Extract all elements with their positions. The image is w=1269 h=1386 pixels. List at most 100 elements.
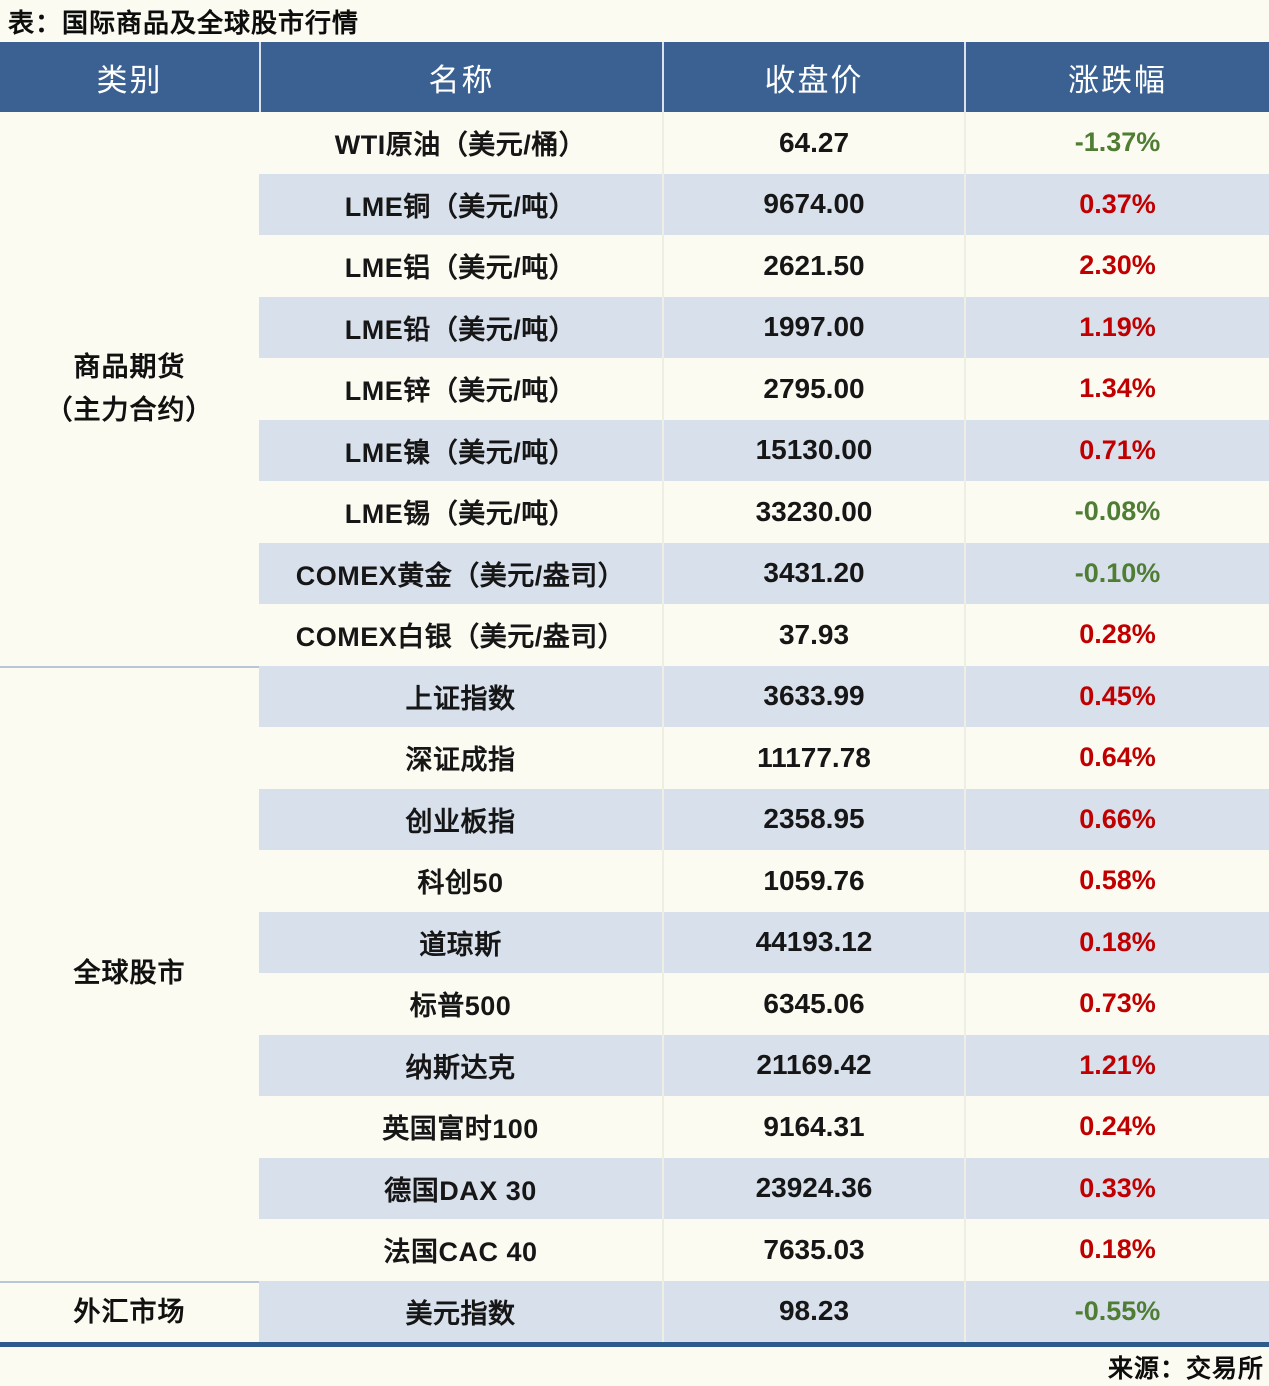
column-header-close-price: 收盘价 bbox=[662, 42, 964, 112]
table-row: LME镍（美元/吨） 15130.00 0.71% bbox=[259, 419, 1269, 481]
name-cell: 英国富时100 bbox=[382, 1114, 539, 1145]
column-header-change-pct: 涨跌幅 bbox=[964, 42, 1269, 112]
name-cell: LME铅（美元/吨） bbox=[344, 314, 577, 345]
table-row: 科创50 1059.76 0.58% bbox=[259, 850, 1269, 912]
table-row: WTI原油（美元/桶） 64.27 -1.37% bbox=[259, 112, 1269, 174]
name-cell: LME锌（美元/吨） bbox=[344, 376, 577, 407]
close-price-cell: 33230.00 bbox=[662, 481, 964, 543]
table-row: 道琼斯 44193.12 0.18% bbox=[259, 911, 1269, 973]
table-body: 商品期货 （主力合约） 全球股市 外汇市场 WTI原油（美元/桶） 64.27 … bbox=[0, 112, 1269, 1342]
table-row: 德国DAX 30 23924.36 0.33% bbox=[259, 1157, 1269, 1219]
table-row: 美元指数 98.23 -0.55% bbox=[259, 1280, 1269, 1342]
close-price-cell: 11177.78 bbox=[662, 727, 964, 789]
change-percent-cell: 0.33% bbox=[964, 1157, 1269, 1219]
change-percent-cell: 2.30% bbox=[964, 235, 1269, 297]
change-percent-cell: 0.58% bbox=[964, 850, 1269, 912]
table-title: 表：国际商品及全球股市行情 bbox=[8, 7, 360, 38]
change-percent-cell: 0.66% bbox=[964, 788, 1269, 850]
close-price-cell: 2621.50 bbox=[662, 235, 964, 297]
table-row: 上证指数 3633.99 0.45% bbox=[259, 665, 1269, 727]
category-cell-global-stocks: 全球股市 bbox=[0, 665, 259, 1281]
change-percent-cell: 0.37% bbox=[964, 173, 1269, 235]
category-cell-commodity-futures: 商品期货 （主力合约） bbox=[0, 112, 259, 666]
name-cell: 道琼斯 bbox=[419, 929, 502, 960]
name-cell: 美元指数 bbox=[405, 1298, 516, 1329]
market-table: 类别 名称 收盘价 涨跌幅 商品期货 （主力合约） 全球股市 外汇市场 bbox=[0, 42, 1269, 1347]
column-header-name: 名称 bbox=[259, 42, 662, 112]
change-percent-cell: 1.19% bbox=[964, 296, 1269, 358]
change-percent-cell: 0.18% bbox=[964, 911, 1269, 973]
name-cell: LME铝（美元/吨） bbox=[344, 253, 577, 284]
change-percent-cell: 0.24% bbox=[964, 1096, 1269, 1158]
close-price-cell: 2358.95 bbox=[662, 788, 964, 850]
table-row: COMEX白银（美元/盎司） 37.93 0.28% bbox=[259, 604, 1269, 666]
name-cell: LME镍（美元/吨） bbox=[344, 437, 577, 468]
close-price-cell: 44193.12 bbox=[662, 911, 964, 973]
name-cell: LME铜（美元/吨） bbox=[344, 191, 577, 222]
close-price-cell: 3633.99 bbox=[662, 665, 964, 727]
name-cell: 创业板指 bbox=[405, 806, 516, 837]
change-percent-cell: 1.34% bbox=[964, 358, 1269, 420]
category-line: （主力合约） bbox=[45, 394, 214, 425]
table-row: LME铅（美元/吨） 1997.00 1.19% bbox=[259, 296, 1269, 358]
close-price-cell: 21169.42 bbox=[662, 1034, 964, 1096]
close-price-cell: 1997.00 bbox=[662, 296, 964, 358]
table-row: 英国富时100 9164.31 0.24% bbox=[259, 1096, 1269, 1158]
name-cell: WTI原油（美元/桶） bbox=[334, 130, 587, 161]
name-cell: 深证成指 bbox=[405, 745, 516, 776]
close-price-cell: 2795.00 bbox=[662, 358, 964, 420]
change-percent-cell: -0.10% bbox=[964, 542, 1269, 604]
close-price-cell: 6345.06 bbox=[662, 973, 964, 1035]
category-column: 商品期货 （主力合约） 全球股市 外汇市场 bbox=[0, 112, 259, 1342]
change-percent-cell: 0.18% bbox=[964, 1219, 1269, 1281]
category-line: 全球股市 bbox=[73, 958, 186, 989]
table-row: LME锌（美元/吨） 2795.00 1.34% bbox=[259, 358, 1269, 420]
close-price-cell: 37.93 bbox=[662, 604, 964, 666]
name-cell: 德国DAX 30 bbox=[384, 1175, 537, 1206]
column-header-category: 类别 bbox=[96, 62, 163, 98]
close-price-cell: 9164.31 bbox=[662, 1096, 964, 1158]
table-row: LME铝（美元/吨） 2621.50 2.30% bbox=[259, 235, 1269, 297]
close-price-cell: 15130.00 bbox=[662, 419, 964, 481]
change-percent-cell: 1.21% bbox=[964, 1034, 1269, 1096]
table-row: LME锡（美元/吨） 33230.00 -0.08% bbox=[259, 481, 1269, 543]
change-percent-cell: -0.55% bbox=[964, 1280, 1269, 1342]
table-row: 创业板指 2358.95 0.66% bbox=[259, 788, 1269, 850]
table-row: COMEX黄金（美元/盎司） 3431.20 -0.10% bbox=[259, 542, 1269, 604]
close-price-cell: 98.23 bbox=[662, 1280, 964, 1342]
data-rows: WTI原油（美元/桶） 64.27 -1.37% LME铜（美元/吨） 9674… bbox=[259, 112, 1269, 1342]
name-cell: 标普500 bbox=[409, 991, 512, 1022]
close-price-cell: 23924.36 bbox=[662, 1157, 964, 1219]
category-line: 商品期货 bbox=[73, 351, 186, 382]
table-row: LME铜（美元/吨） 9674.00 0.37% bbox=[259, 173, 1269, 235]
change-percent-cell: 0.64% bbox=[964, 727, 1269, 789]
category-cell-fx-market: 外汇市场 bbox=[0, 1280, 259, 1343]
name-cell: LME锡（美元/吨） bbox=[344, 499, 577, 530]
table-row: 深证成指 11177.78 0.64% bbox=[259, 727, 1269, 789]
close-price-cell: 64.27 bbox=[662, 112, 964, 174]
change-percent-cell: -0.08% bbox=[964, 481, 1269, 543]
change-percent-cell: 0.71% bbox=[964, 419, 1269, 481]
bottom-border bbox=[0, 1342, 1269, 1347]
change-percent-cell: -1.37% bbox=[964, 112, 1269, 174]
name-cell: 法国CAC 40 bbox=[383, 1237, 538, 1268]
name-cell: 上证指数 bbox=[405, 683, 516, 714]
close-price-cell: 9674.00 bbox=[662, 173, 964, 235]
change-percent-cell: 0.45% bbox=[964, 665, 1269, 727]
table-row: 纳斯达克 21169.42 1.21% bbox=[259, 1034, 1269, 1096]
table-row: 标普500 6345.06 0.73% bbox=[259, 973, 1269, 1035]
close-price-cell: 7635.03 bbox=[662, 1219, 964, 1281]
source-note: 来源：交易所 bbox=[1107, 1354, 1264, 1383]
name-cell: COMEX黄金（美元/盎司） bbox=[295, 560, 626, 591]
name-cell: COMEX白银（美元/盎司） bbox=[295, 622, 626, 653]
table-header-row: 类别 名称 收盘价 涨跌幅 bbox=[0, 42, 1269, 112]
close-price-cell: 1059.76 bbox=[662, 850, 964, 912]
change-percent-cell: 0.73% bbox=[964, 973, 1269, 1035]
name-cell: 纳斯达克 bbox=[405, 1052, 516, 1083]
table-row: 法国CAC 40 7635.03 0.18% bbox=[259, 1219, 1269, 1281]
name-cell: 科创50 bbox=[417, 868, 504, 899]
category-line: 外汇市场 bbox=[73, 1296, 186, 1327]
close-price-cell: 3431.20 bbox=[662, 542, 964, 604]
change-percent-cell: 0.28% bbox=[964, 604, 1269, 666]
